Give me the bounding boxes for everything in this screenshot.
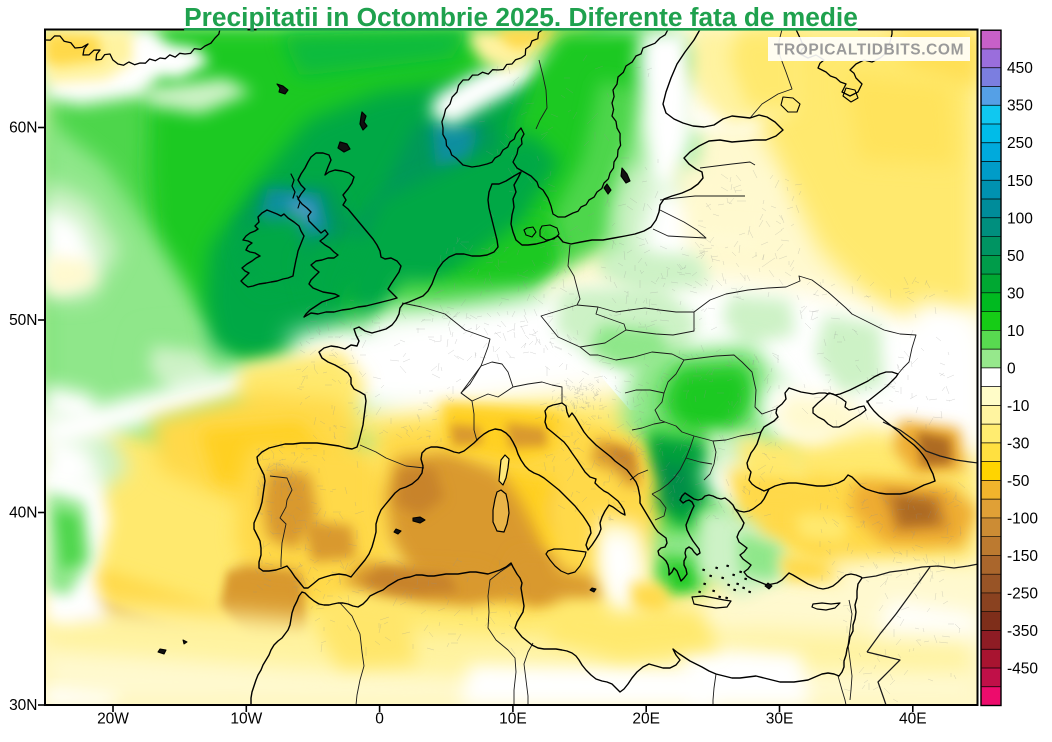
svg-text:-30: -30: [1007, 435, 1030, 452]
svg-text:250: 250: [1007, 135, 1033, 152]
svg-text:0: 0: [375, 711, 384, 728]
svg-text:-450: -450: [1007, 661, 1038, 678]
svg-text:30E: 30E: [766, 711, 794, 728]
svg-text:-50: -50: [1007, 473, 1030, 490]
svg-text:50N: 50N: [9, 312, 37, 329]
svg-text:30N: 30N: [9, 697, 37, 714]
svg-text:10W: 10W: [230, 711, 262, 728]
svg-text:50: 50: [1007, 248, 1025, 265]
svg-text:450: 450: [1007, 60, 1033, 77]
svg-text:30: 30: [1007, 285, 1025, 302]
svg-text:100: 100: [1007, 210, 1033, 227]
svg-text:-150: -150: [1007, 548, 1038, 565]
svg-text:20E: 20E: [632, 711, 660, 728]
svg-text:0: 0: [1007, 360, 1016, 377]
svg-text:Precipitatii in Octombrie 2025: Precipitatii in Octombrie 2025. Diferent…: [184, 2, 858, 32]
svg-text:-250: -250: [1007, 586, 1038, 603]
svg-text:350: 350: [1007, 98, 1033, 115]
svg-text:-100: -100: [1007, 510, 1038, 527]
svg-text:60N: 60N: [9, 120, 37, 137]
svg-text:20W: 20W: [97, 711, 129, 728]
svg-text:-10: -10: [1007, 398, 1030, 415]
svg-text:40N: 40N: [9, 505, 37, 522]
svg-text:-350: -350: [1007, 623, 1038, 640]
svg-text:TROPICALTIDBITS.COM: TROPICALTIDBITS.COM: [774, 42, 964, 59]
svg-text:40E: 40E: [899, 711, 927, 728]
svg-text:10: 10: [1007, 323, 1025, 340]
svg-text:150: 150: [1007, 173, 1033, 190]
svg-text:10E: 10E: [499, 711, 527, 728]
